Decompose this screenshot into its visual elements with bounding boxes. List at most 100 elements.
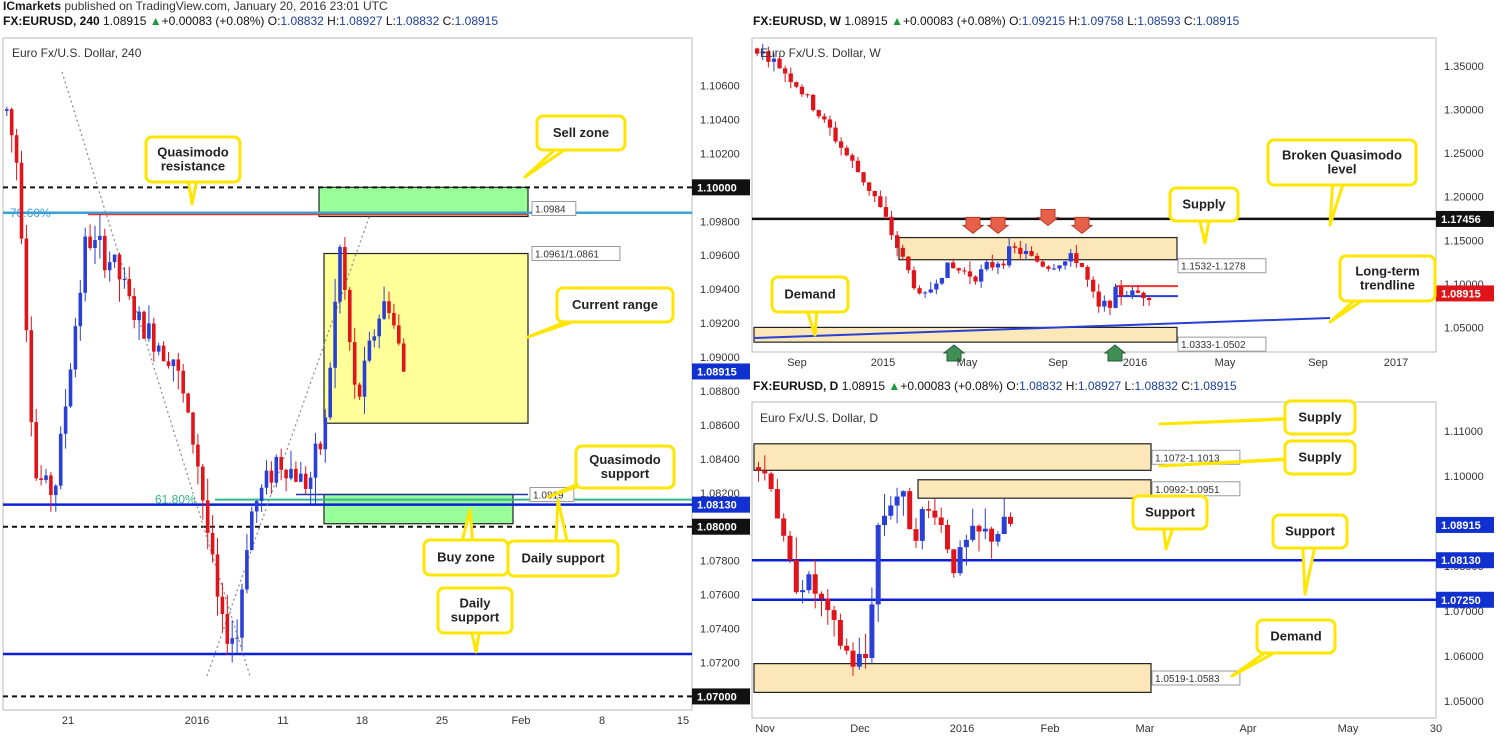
weekly-y-tick-label: 1.30000 bbox=[1444, 105, 1484, 117]
callout-daily-demand-box bbox=[1255, 618, 1337, 655]
weekly-candle-body bbox=[1135, 290, 1141, 293]
h4-y-tick-label: 1.09400 bbox=[700, 284, 740, 296]
weekly-candle-body bbox=[1068, 253, 1073, 262]
daily-candle-body bbox=[1008, 516, 1013, 524]
h4-candle-body bbox=[19, 162, 24, 239]
callout-long-term-trendline-box bbox=[1338, 254, 1437, 303]
h4-candle-body bbox=[181, 370, 185, 394]
h4-candle-body bbox=[284, 469, 288, 479]
h4-candle-body bbox=[215, 554, 220, 597]
h4-candle-body bbox=[171, 359, 176, 367]
h4-candle-body bbox=[34, 422, 38, 479]
weekly-candle-body bbox=[822, 116, 827, 120]
h4-candle-body bbox=[73, 326, 78, 370]
daily-symbol: FX:EURUSD, D bbox=[753, 379, 839, 393]
daily-high: 1.08927 bbox=[1077, 379, 1122, 393]
weekly-tag-1-17456: 1.17456 bbox=[1441, 214, 1481, 226]
h4-candle-body bbox=[269, 470, 274, 483]
weekly-x-tick-label: May bbox=[1215, 357, 1236, 369]
weekly-demand-zone bbox=[753, 326, 1178, 343]
h4-y-tick-label: 1.10600 bbox=[700, 81, 740, 93]
weekly-candle-body bbox=[1147, 298, 1152, 301]
h4-y-tick-label: 1.10200 bbox=[700, 148, 740, 160]
h4-candle-body bbox=[323, 417, 328, 450]
callout-daily-supply-2-box bbox=[1283, 439, 1357, 476]
weekly-candle-body bbox=[1130, 290, 1135, 295]
weekly-last-price-tag-bg bbox=[1436, 285, 1494, 302]
current-range-price-label-bg bbox=[531, 246, 621, 262]
callout-quasimodo-support-text: support bbox=[601, 466, 650, 481]
h4-candle-body bbox=[362, 360, 367, 397]
weekly-symbol: FX:EURUSD, W bbox=[753, 14, 841, 28]
callout-sell-zone-box bbox=[535, 114, 627, 152]
h4-candle-body bbox=[196, 444, 200, 467]
h4-candle-body bbox=[279, 456, 283, 470]
daily-candle-body bbox=[913, 529, 919, 541]
daily-x-tick-label: 2016 bbox=[950, 723, 974, 735]
daily-candle-body bbox=[768, 473, 774, 489]
h4-candle-body bbox=[83, 236, 87, 293]
daily-candle-body bbox=[774, 488, 780, 519]
daily-candle-body bbox=[989, 528, 995, 542]
weekly-y-tick-label: 1.25000 bbox=[1444, 148, 1484, 160]
h4-candle-body bbox=[205, 500, 210, 533]
h4-candle-body bbox=[210, 532, 215, 555]
callout-broken-quasimodo-box bbox=[1266, 138, 1418, 187]
daily-supply-zone-1 bbox=[753, 443, 1152, 471]
callout-daily-support-b-box bbox=[1271, 513, 1349, 550]
weekly-candle-body bbox=[889, 216, 894, 236]
weekly-candle-body bbox=[794, 82, 799, 87]
weekly-candle-body bbox=[990, 262, 995, 268]
h4-candle-body bbox=[161, 345, 166, 362]
weekly-y-tick-label: 1.15000 bbox=[1444, 235, 1484, 247]
h4-tag-1-10000-bg bbox=[692, 179, 750, 196]
daily-last-price-tag: 1.08915 bbox=[1441, 520, 1481, 532]
weekly-candle-body bbox=[878, 196, 883, 208]
daily-candle-body bbox=[882, 515, 887, 526]
daily-candle-body bbox=[963, 539, 969, 548]
h4-candle-body bbox=[93, 240, 97, 249]
green-up-arrow-icon bbox=[942, 344, 966, 362]
daily-x-tick-label: Feb bbox=[1041, 723, 1060, 735]
callout-weekly-supply-text: Supply bbox=[1182, 197, 1226, 212]
daily-candle-body bbox=[907, 491, 913, 530]
weekly-y-tick-label: 1.05000 bbox=[1444, 323, 1484, 335]
h4-candle-body bbox=[289, 468, 293, 479]
daily-x-tick-label: Dec bbox=[850, 723, 870, 735]
h4-candle-body bbox=[333, 301, 337, 368]
daily-support-tag-1-bg bbox=[1436, 552, 1494, 569]
daily-supply-1-price-label: 1.1072-1.1013 bbox=[1155, 453, 1220, 464]
weekly-x-tick-label: Sep bbox=[1048, 357, 1068, 369]
daily-candle-body bbox=[888, 505, 894, 516]
h4-x-tick-label: 2016 bbox=[185, 715, 209, 727]
weekly-candle-body bbox=[1040, 261, 1045, 267]
h4-candle-body bbox=[9, 109, 14, 136]
weekly-candle-body bbox=[973, 276, 978, 282]
weekly-y-tick-label: 1.20000 bbox=[1444, 192, 1484, 204]
weekly-candle-body bbox=[1057, 265, 1062, 269]
weekly-x-tick-label: 2017 bbox=[1384, 357, 1408, 369]
daily-x-tick-label: Apr bbox=[1239, 723, 1256, 735]
h4-candle-body bbox=[39, 478, 43, 480]
daily-x-tick-label: May bbox=[1338, 723, 1359, 735]
h4-support-tag-bg bbox=[692, 496, 750, 513]
h4-y-tick-label: 1.07200 bbox=[700, 657, 740, 669]
callout-daily-support-1-text: Daily support bbox=[521, 551, 605, 566]
up-arrow-icon: ▲ bbox=[149, 14, 162, 28]
h4-candle-body bbox=[328, 367, 332, 418]
weekly-candle-body bbox=[1107, 300, 1113, 308]
h4-high: 1.08927 bbox=[339, 14, 383, 28]
weekly-candle-body bbox=[867, 182, 872, 191]
daily-candle-body bbox=[800, 590, 806, 593]
weekly-candle-body bbox=[906, 256, 911, 271]
daily-candle-body bbox=[831, 610, 837, 620]
h4-candle-body bbox=[127, 279, 132, 297]
h4-candle-body bbox=[303, 473, 308, 489]
weekly-x-tick-label: Sep bbox=[787, 357, 807, 369]
daily-demand-zone bbox=[753, 663, 1152, 693]
callout-daily-support-b-text: Support bbox=[1285, 524, 1335, 539]
weekly-candle-body bbox=[777, 58, 782, 69]
h4-candle-body bbox=[142, 311, 146, 339]
daily-candle-body bbox=[844, 645, 850, 651]
